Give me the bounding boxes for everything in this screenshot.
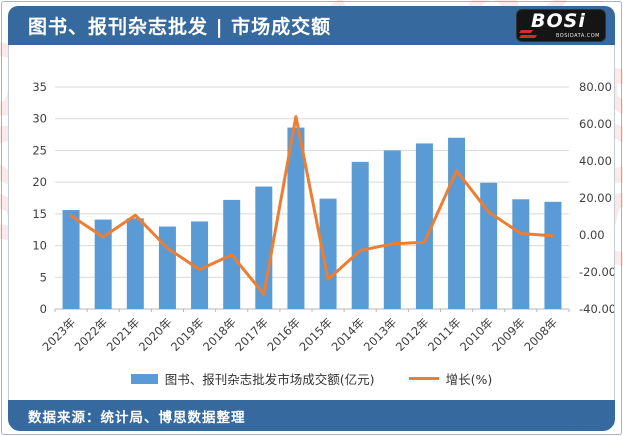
svg-text:2018年: 2018年 xyxy=(200,315,239,354)
svg-text:20.00: 20.00 xyxy=(579,191,612,205)
svg-text:80.00: 80.00 xyxy=(579,80,612,94)
svg-text:2015年: 2015年 xyxy=(296,315,335,354)
footer-bar: 数据来源：统计局、博思数据整理 xyxy=(8,400,615,431)
svg-text:2023年: 2023年 xyxy=(39,315,78,354)
svg-text:2010年: 2010年 xyxy=(457,315,496,354)
svg-text:30: 30 xyxy=(32,112,47,126)
svg-text:2016年: 2016年 xyxy=(264,315,303,354)
svg-text:2009年: 2009年 xyxy=(489,315,528,354)
data-source-text: 数据来源：统计局、博思数据整理 xyxy=(28,409,246,426)
svg-text:0: 0 xyxy=(40,302,47,316)
svg-text:25: 25 xyxy=(32,143,47,157)
svg-text:20: 20 xyxy=(32,175,47,189)
svg-text:-20.00: -20.00 xyxy=(579,265,614,279)
svg-text:-40.00: -40.00 xyxy=(579,302,614,316)
bar-legend-label: 图书、报刊杂志批发市场成交额(亿元) xyxy=(164,372,375,387)
line-legend-label: 增长(%) xyxy=(445,372,493,387)
svg-text:15: 15 xyxy=(32,207,47,221)
bar-legend-swatch-icon xyxy=(130,373,158,384)
svg-text:2022年: 2022年 xyxy=(72,315,111,354)
svg-text:2020年: 2020年 xyxy=(136,315,175,354)
header-bar: 图书、报刊杂志批发 | 市场成交额 BOSi BOSIDATA.COM xyxy=(8,6,615,45)
svg-text:10: 10 xyxy=(32,239,47,253)
svg-text:2014年: 2014年 xyxy=(329,315,368,354)
svg-text:2013年: 2013年 xyxy=(361,315,400,354)
svg-text:2012年: 2012年 xyxy=(393,315,432,354)
bosi-logo: BOSi BOSIDATA.COM xyxy=(517,10,605,41)
legend-item-bar: 图书、报刊杂志批发市场成交额(亿元) xyxy=(130,369,375,388)
svg-text:2011年: 2011年 xyxy=(425,315,464,354)
svg-text:2021年: 2021年 xyxy=(104,315,143,354)
logo-stripe-icon xyxy=(518,35,538,38)
page-title: 图书、报刊杂志批发 | 市场成交额 xyxy=(28,16,332,38)
svg-text:60.00: 60.00 xyxy=(579,117,612,131)
legend-item-line: 增长(%) xyxy=(408,369,493,388)
svg-text:35: 35 xyxy=(32,80,47,94)
chart-legend: 图书、报刊杂志批发市场成交额(亿元) 增长(%) xyxy=(9,369,614,388)
svg-text:2017年: 2017年 xyxy=(232,315,271,354)
logo-text: BOSi xyxy=(531,10,586,32)
svg-text:40.00: 40.00 xyxy=(579,154,612,168)
svg-text:2008年: 2008年 xyxy=(521,315,560,354)
svg-text:5: 5 xyxy=(40,270,47,284)
combo-chart: 0 5 10 15 20 25 30 35 -40.00 -20.00 0.00 20.00 40.00… xyxy=(32,80,614,354)
line-legend-swatch-icon xyxy=(408,377,439,380)
chart-panel: 0 5 10 15 20 25 30 35 -40.00 -20.00 0.00 20.00 40.00… xyxy=(8,45,615,400)
svg-text:0.00: 0.00 xyxy=(579,228,605,242)
svg-text:2019年: 2019年 xyxy=(168,315,207,354)
logo-subtext: BOSIDATA.COM xyxy=(555,33,600,39)
